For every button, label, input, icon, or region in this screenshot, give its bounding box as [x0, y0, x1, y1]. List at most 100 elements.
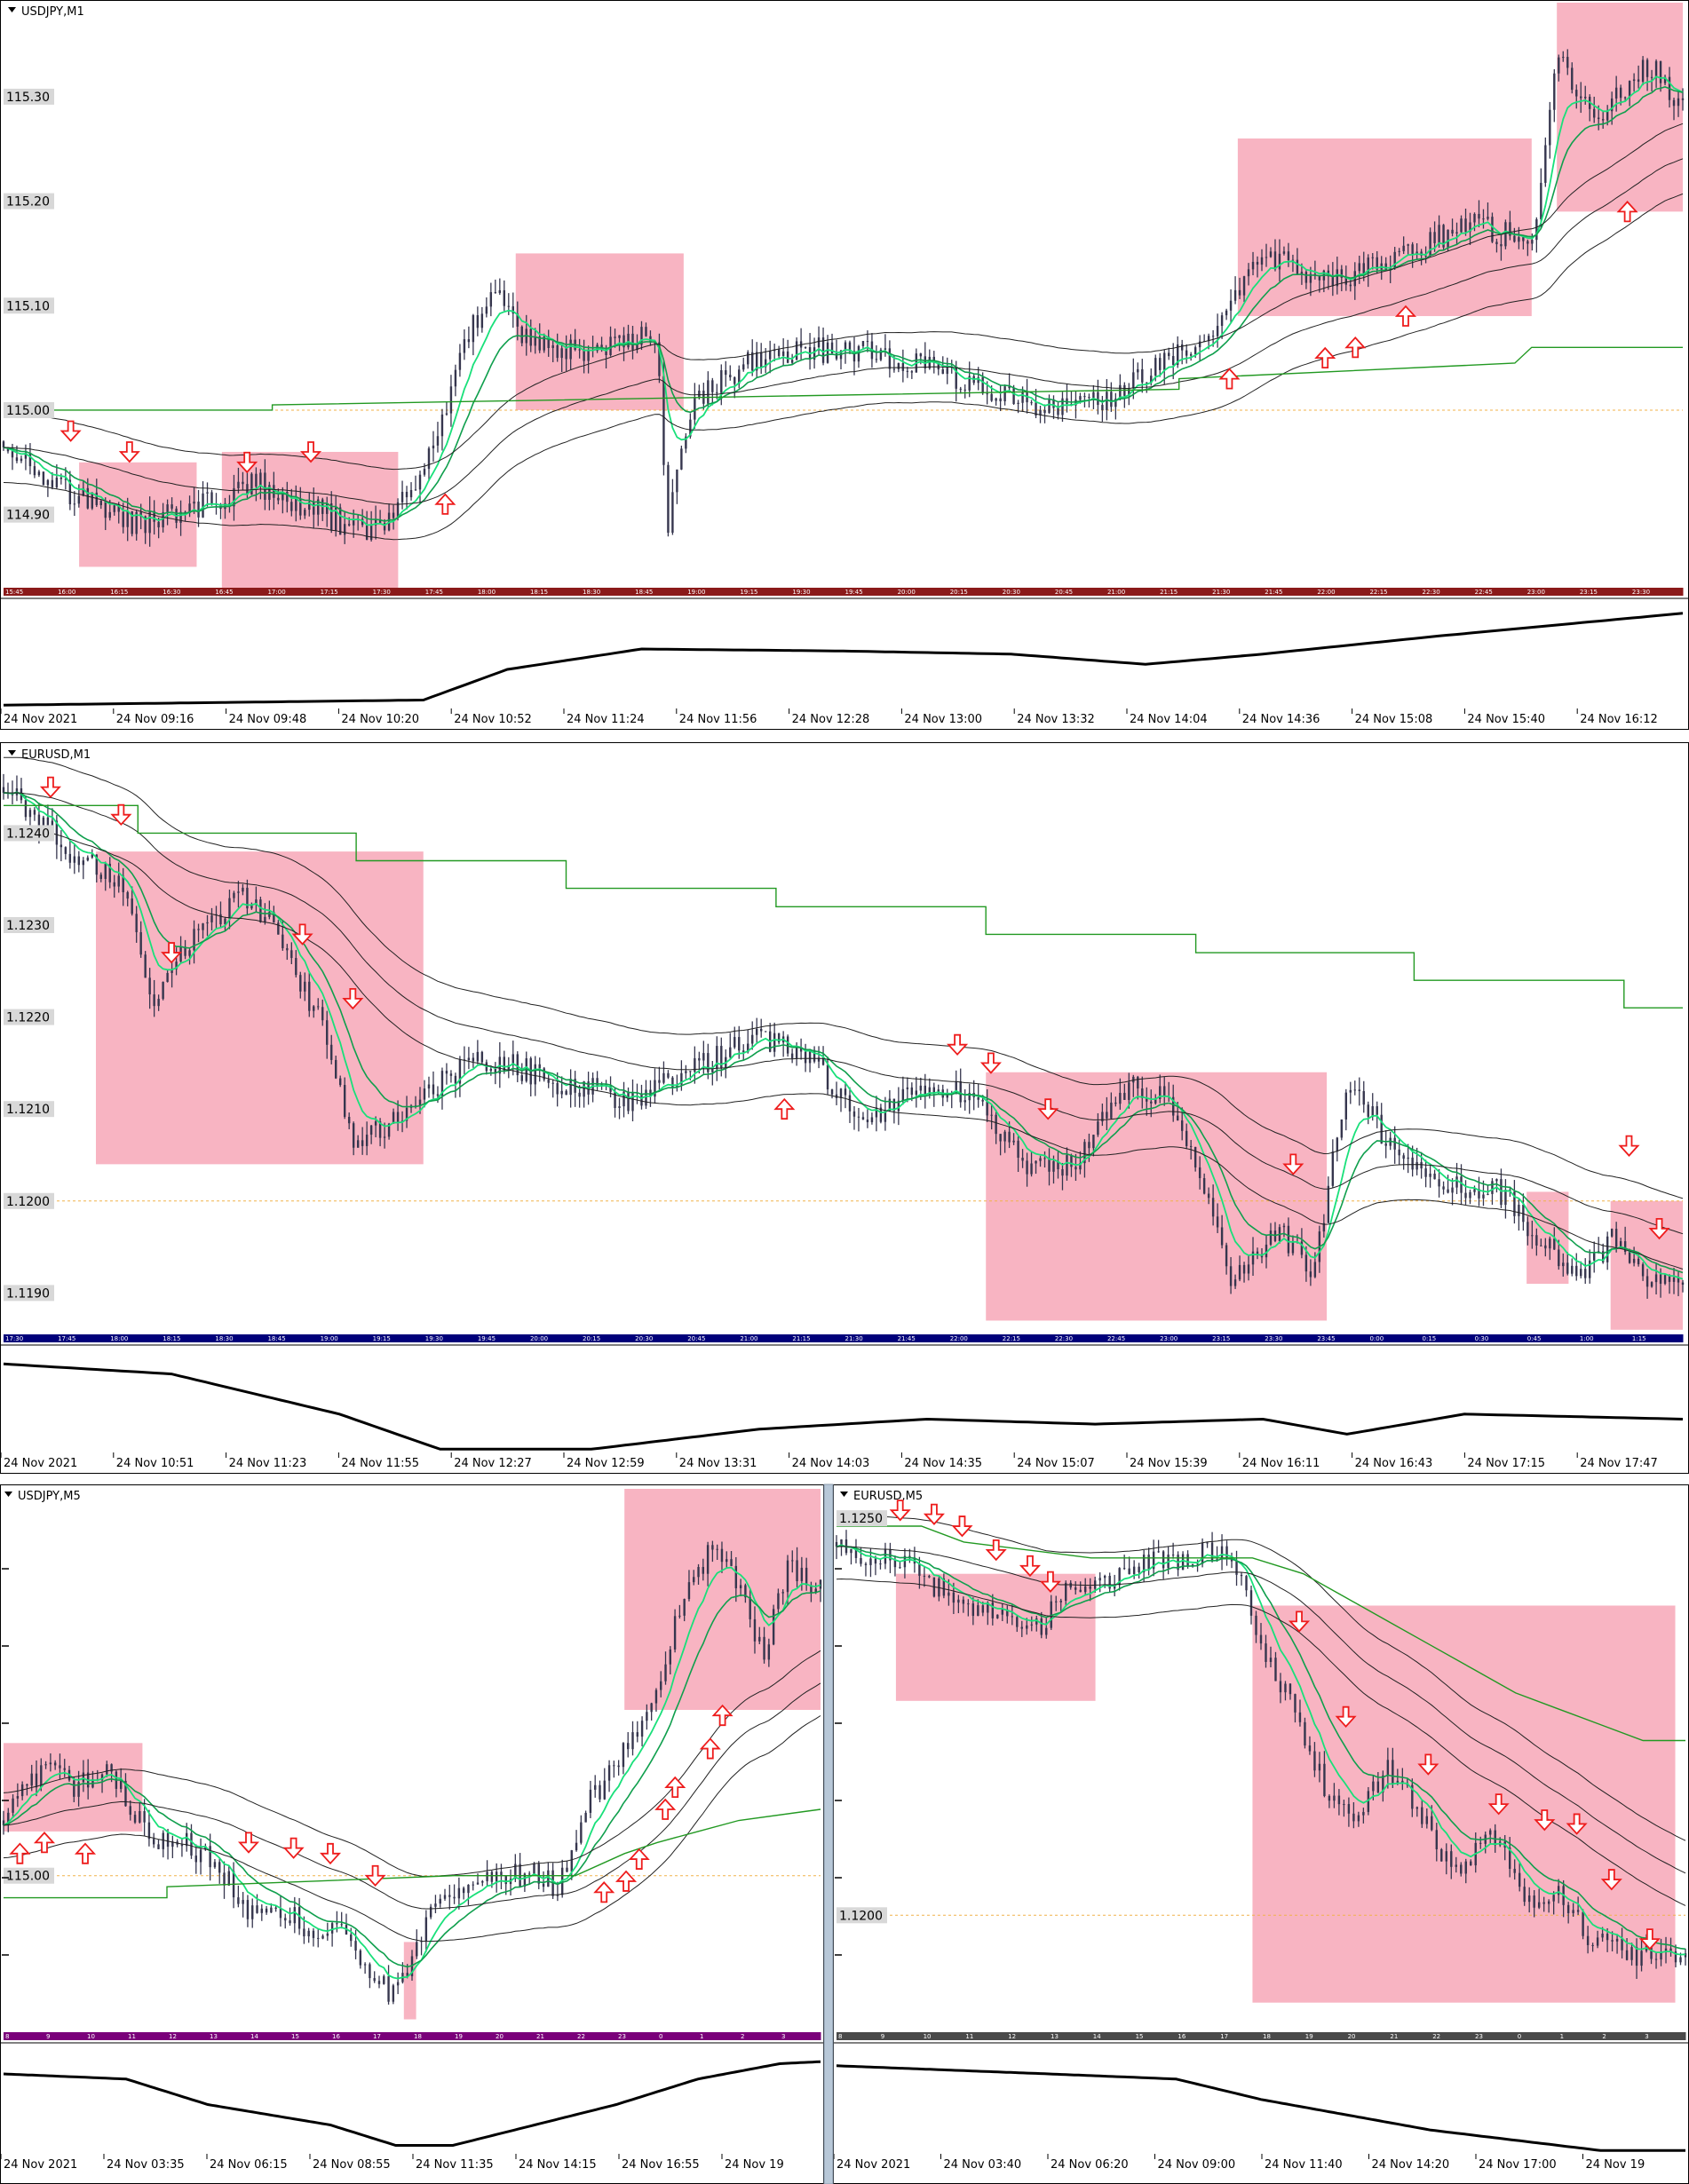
usdjpy-m1-candle-body-45 — [202, 493, 204, 518]
usdjpy-m1-candle-body-179 — [795, 341, 798, 360]
eurusd-m1-candle-body-117 — [520, 1075, 523, 1081]
eurusd-m1-candle-body-125 — [556, 1082, 559, 1095]
usdjpy-m5-session-segment-19 — [780, 2032, 821, 2040]
eurusd-m1-candle-body-251 — [1114, 1102, 1117, 1104]
eurusd-m1-candle-body-140 — [622, 1091, 625, 1107]
eurusd-m1-candle-body-185 — [821, 1057, 825, 1065]
eurusd-m5-candle-body-47 — [1065, 1582, 1067, 1602]
eurusd-m1-candle-body-213 — [946, 1093, 948, 1098]
eurusd-m5-ema-slow-line — [836, 1545, 1686, 1951]
usdjpy-m5-candle-body-157 — [739, 1585, 742, 1588]
usdjpy-m1-candle-body-274 — [1216, 326, 1219, 336]
usdjpy-m1-price-label-0: 115.30 — [6, 91, 50, 105]
eurusd-m1-session-label-8: 19:30 — [425, 1335, 443, 1342]
usdjpy-m5-candle-body-102 — [481, 1880, 484, 1883]
eurusd-m5-ema-fast-line — [836, 1544, 1686, 1956]
eurusd-m5-candle-body-42 — [1040, 1618, 1043, 1635]
eurusd-m1-candle-body-85 — [378, 1121, 382, 1138]
usdjpy-m1-candle-body-141 — [627, 333, 630, 348]
eurusd-m5-candle-body-8 — [874, 1558, 877, 1564]
eurusd-m1-candle-body-71 — [317, 1006, 320, 1008]
usdjpy-m1-candle-body-326 — [1447, 229, 1449, 248]
eurusd-m1-candle-body-46 — [206, 922, 209, 924]
eurusd-m1-candle-body-40 — [179, 946, 182, 962]
eurusd-m5-candle-body-138 — [1509, 1847, 1511, 1870]
eurusd-m1-candle-body-275 — [1220, 1227, 1224, 1246]
eurusd-m1-price-label-2: 1.1220 — [6, 1011, 50, 1025]
usdjpy-m1-price-label-4: 114.90 — [6, 509, 50, 523]
usdjpy-m1-date-label-12: 24 Nov 15:08 — [1355, 713, 1433, 726]
usdjpy-m1-candle-body-229 — [1017, 402, 1019, 405]
usdjpy-m5-candle-body-39 — [186, 1832, 188, 1847]
usdjpy-m5-candle-body-98 — [462, 1887, 465, 1894]
usdjpy-m1-candle-body-344 — [1526, 241, 1529, 244]
eurusd-m1-candle-body-209 — [928, 1087, 931, 1096]
usdjpy-m5-candle-body-132 — [622, 1743, 625, 1768]
usdjpy-m1-candle-body-341 — [1513, 235, 1516, 242]
usdjpy-m5-date-label-2: 24 Nov 06:15 — [210, 2158, 288, 2172]
eurusd-m1-candle-body-250 — [1110, 1102, 1113, 1119]
eurusd-m1-candle-body-259 — [1150, 1101, 1153, 1104]
eurusd-m5-candle-body-119 — [1415, 1807, 1419, 1809]
usdjpy-m1-candle-body-220 — [977, 376, 979, 384]
usdjpy-m1-candle-body-55 — [246, 484, 249, 495]
eurusd-m5-price-label-0: 1.1250 — [839, 1512, 883, 1526]
usdjpy-m1-zone-2 — [515, 253, 684, 410]
usdjpy-m1-candle-body-117 — [520, 326, 523, 344]
usdjpy-m1-candle-body-70 — [313, 502, 315, 515]
usdjpy-m1-candle-body-150 — [667, 464, 670, 534]
usdjpy-m5-candle-body-129 — [607, 1765, 611, 1781]
eurusd-m1-date-label-2: 24 Nov 11:23 — [229, 1457, 307, 1470]
eurusd-m1-candle-body-183 — [813, 1049, 816, 1062]
eurusd-m1-candle-body-299 — [1327, 1185, 1330, 1223]
usdjpy-m1-session-label-7: 17:30 — [373, 589, 391, 596]
usdjpy-m5-session-label-10: 18 — [414, 2033, 422, 2040]
eurusd-m1-session-label-1: 17:45 — [58, 1335, 75, 1342]
usdjpy-m1-candle-body-210 — [932, 356, 935, 363]
usdjpy-m1-candle-body-264 — [1172, 356, 1175, 366]
usdjpy-m1-candle-body-27 — [122, 511, 124, 527]
usdjpy-m1-candle-body-85 — [378, 519, 382, 524]
usdjpy-m1-candle-body-199 — [884, 348, 887, 350]
eurusd-m1-date-label-1: 24 Nov 10:51 — [116, 1457, 194, 1470]
eurusd-m1-session-label-28: 0:30 — [1475, 1335, 1489, 1342]
usdjpy-m1-ma-line — [3, 158, 1684, 505]
usdjpy-m1-session-segment-6 — [318, 588, 372, 596]
eurusd-m1-candle-body-377 — [1672, 1277, 1676, 1282]
eurusd-m1-session-segment-23 — [1210, 1334, 1264, 1342]
usdjpy-m1-candle-body-221 — [981, 376, 984, 394]
eurusd-m1-candle-body-84 — [374, 1121, 377, 1126]
eurusd-m5-candle-body-25 — [957, 1599, 960, 1603]
eurusd-m1-candle-body-374 — [1659, 1274, 1662, 1284]
usdjpy-m1-candle-body-59 — [264, 472, 266, 500]
usdjpy-m5-arrow-down-5 — [319, 1842, 342, 1865]
eurusd-m1-price-label-4: 1.1200 — [6, 1195, 50, 1209]
usdjpy-m1-candle-body-267 — [1185, 350, 1188, 356]
usdjpy-m5-date-label-3: 24 Nov 08:55 — [313, 2158, 391, 2172]
usdjpy-m1-candle-body-374 — [1659, 60, 1662, 83]
eurusd-m1-candle-body-127 — [565, 1090, 567, 1096]
eurusd-m1-candle-body-378 — [1677, 1277, 1680, 1283]
eurusd-m1-candle-body-196 — [870, 1117, 874, 1123]
usdjpy-m1-candle-body-35 — [157, 521, 160, 527]
eurusd-m5-candle-body-3 — [850, 1548, 852, 1554]
usdjpy-m1-candle-body-209 — [928, 356, 931, 368]
eurusd-m1-candle-body-99 — [440, 1071, 444, 1096]
eurusd-m1-candle-body-63 — [282, 934, 284, 949]
eurusd-m5-arrow-down-2 — [951, 1515, 973, 1538]
usdjpy-m1-candle-body-278 — [1233, 289, 1237, 301]
eurusd-m5-candle-body-31 — [987, 1602, 989, 1613]
usdjpy-m1-candle-body-160 — [711, 380, 714, 392]
eurusd-m5-candle-body-156 — [1596, 1937, 1599, 1946]
eurusd-m5-candle-body-57 — [1113, 1585, 1116, 1589]
usdjpy-m5-candle-body-160 — [753, 1618, 757, 1642]
eurusd-m1-candle-body-255 — [1132, 1076, 1135, 1083]
usdjpy-m1-candle-body-79 — [352, 520, 355, 526]
eurusd-m1-candle-body-264 — [1172, 1096, 1175, 1116]
eurusd-m1-candle-body-14 — [64, 847, 67, 854]
eurusd-m1-candle-body-181 — [804, 1051, 807, 1064]
eurusd-m1-session-label-5: 18:45 — [267, 1335, 285, 1342]
usdjpy-m5-candle-body-99 — [467, 1884, 470, 1894]
usdjpy-m5-session-segment-9 — [371, 2032, 413, 2040]
usdjpy-m1-price-label-bg-2 — [4, 297, 54, 314]
